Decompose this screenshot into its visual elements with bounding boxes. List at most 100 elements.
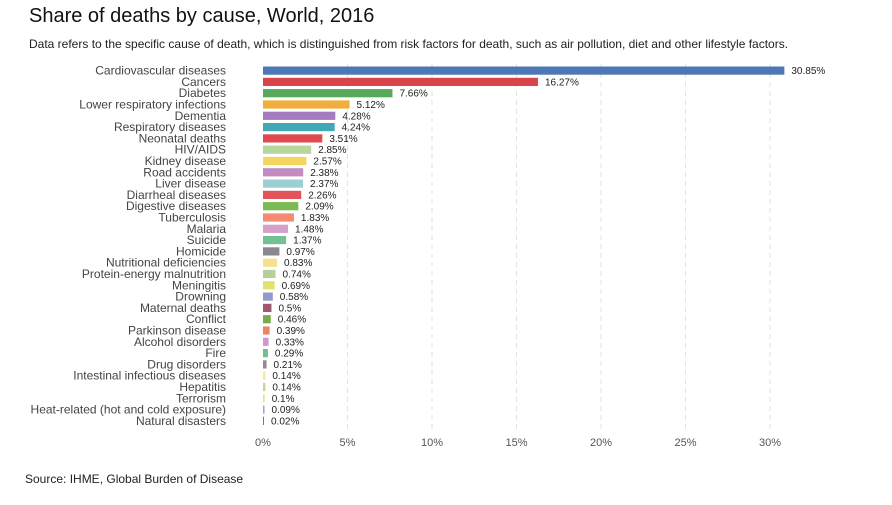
bar xyxy=(263,134,323,143)
value-label: 0.14% xyxy=(272,383,300,394)
value-label: 1.48% xyxy=(295,224,323,235)
chart-title: Share of deaths by cause, World, 2016 xyxy=(29,5,375,27)
category-label: Maternal deaths xyxy=(140,301,226,315)
value-label: 0.14% xyxy=(272,371,300,382)
value-label: 0.83% xyxy=(284,258,312,269)
category-label: Diarrheal diseases xyxy=(127,188,226,202)
bar xyxy=(263,123,335,132)
bar xyxy=(263,111,336,120)
value-label: 0.74% xyxy=(283,270,311,281)
category-label: Road accidents xyxy=(143,165,226,179)
value-label: 5.12% xyxy=(357,100,385,111)
category-label: Natural disasters xyxy=(136,414,226,428)
value-label: 4.24% xyxy=(342,123,370,134)
bar xyxy=(263,371,266,380)
bar xyxy=(263,236,287,245)
value-label: 7.66% xyxy=(399,89,427,100)
value-label: 2.37% xyxy=(310,179,338,190)
source-note: Source: IHME, Global Burden of Disease xyxy=(25,472,244,486)
grid-lines xyxy=(347,64,771,430)
category-label: Tuberculosis xyxy=(158,211,226,225)
category-label: Intestinal infectious diseases xyxy=(73,369,226,383)
value-label: 2.57% xyxy=(313,157,341,168)
bar xyxy=(263,145,312,154)
bar xyxy=(263,100,350,109)
bar xyxy=(263,349,268,358)
bar xyxy=(263,281,275,290)
x-tick-label: 30% xyxy=(759,437,781,449)
bar xyxy=(263,405,265,414)
bar xyxy=(263,258,278,267)
value-label: 2.09% xyxy=(305,202,333,213)
bar xyxy=(263,213,294,222)
category-label: Kidney disease xyxy=(145,154,227,168)
bar xyxy=(263,89,393,98)
category-label: Conflict xyxy=(186,312,227,326)
category-label: Neonatal deaths xyxy=(139,131,226,145)
category-label: Homicide xyxy=(176,244,226,258)
bar xyxy=(263,382,266,392)
category-label: Protein-energy malnutrition xyxy=(82,267,226,281)
category-label: Drowning xyxy=(175,290,226,304)
bar xyxy=(263,77,538,86)
value-label: 2.85% xyxy=(318,145,346,156)
bar xyxy=(263,156,307,166)
bar xyxy=(263,315,271,324)
value-label: 0.1% xyxy=(272,394,295,405)
category-label: Hepatitis xyxy=(179,380,226,394)
chart-subtitle: Data refers to the specific cause of dea… xyxy=(29,37,789,51)
value-label: 4.28% xyxy=(342,111,370,122)
value-label: 0.97% xyxy=(286,247,314,258)
x-tick-label: 25% xyxy=(674,437,696,449)
category-label: Malaria xyxy=(187,222,227,236)
bar xyxy=(263,247,280,256)
x-tick-label: 0% xyxy=(255,437,271,449)
value-label: 1.37% xyxy=(293,236,321,247)
category-label: Dementia xyxy=(175,109,227,123)
category-label: Respiratory diseases xyxy=(114,120,226,134)
x-tick-label: 15% xyxy=(505,437,527,449)
bar xyxy=(263,66,785,75)
category-label: Cardiovascular diseases xyxy=(95,64,226,78)
value-label: 1.83% xyxy=(301,213,329,224)
category-label: Liver disease xyxy=(155,177,226,191)
bar xyxy=(263,292,273,301)
category-label: Alcohol disorders xyxy=(134,335,226,349)
x-tick-label: 20% xyxy=(590,437,612,449)
value-label: 0.02% xyxy=(271,416,299,427)
value-label: 0.46% xyxy=(278,315,306,326)
value-label: 30.85% xyxy=(791,66,825,77)
category-labels: Cardiovascular diseasesCancersDiabetesLo… xyxy=(31,64,227,428)
value-label: 2.38% xyxy=(310,168,338,179)
bar xyxy=(263,190,302,199)
value-label: 0.58% xyxy=(280,292,308,303)
bar xyxy=(263,168,304,177)
value-label: 0.39% xyxy=(277,326,305,337)
bar xyxy=(263,326,270,335)
category-label: Drug disorders xyxy=(147,357,226,371)
category-label: Cancers xyxy=(181,75,226,89)
bar xyxy=(263,394,265,403)
bar xyxy=(263,224,289,233)
value-label: 0.33% xyxy=(276,337,304,348)
category-label: Diabetes xyxy=(179,86,226,100)
value-label: 2.26% xyxy=(308,190,336,201)
category-label: Parkinson disease xyxy=(128,324,226,338)
x-axis-ticks: 0% 5% 10% 15% 20% 25% 30% xyxy=(255,437,781,449)
bar xyxy=(263,303,272,312)
value-label: 0.5% xyxy=(278,303,301,314)
category-label: Terrorism xyxy=(176,391,226,405)
value-label: 0.69% xyxy=(282,281,310,292)
category-label: Meningitis xyxy=(172,278,226,292)
category-label: Heat-related (hot and cold exposure) xyxy=(31,403,226,417)
value-label: 0.09% xyxy=(272,405,300,416)
x-tick-label: 5% xyxy=(340,437,356,449)
category-label: Digestive diseases xyxy=(126,199,226,213)
category-label: Nutritional deficiencies xyxy=(106,256,226,270)
bar xyxy=(263,269,276,279)
value-labels: 30.85% 16.27% 7.66% 5.12%4.28%4.24%3.51%2.8… xyxy=(271,66,825,427)
category-label: Lower respiratory infections xyxy=(79,98,226,112)
bar xyxy=(263,337,269,346)
x-tick-label: 10% xyxy=(421,437,443,449)
